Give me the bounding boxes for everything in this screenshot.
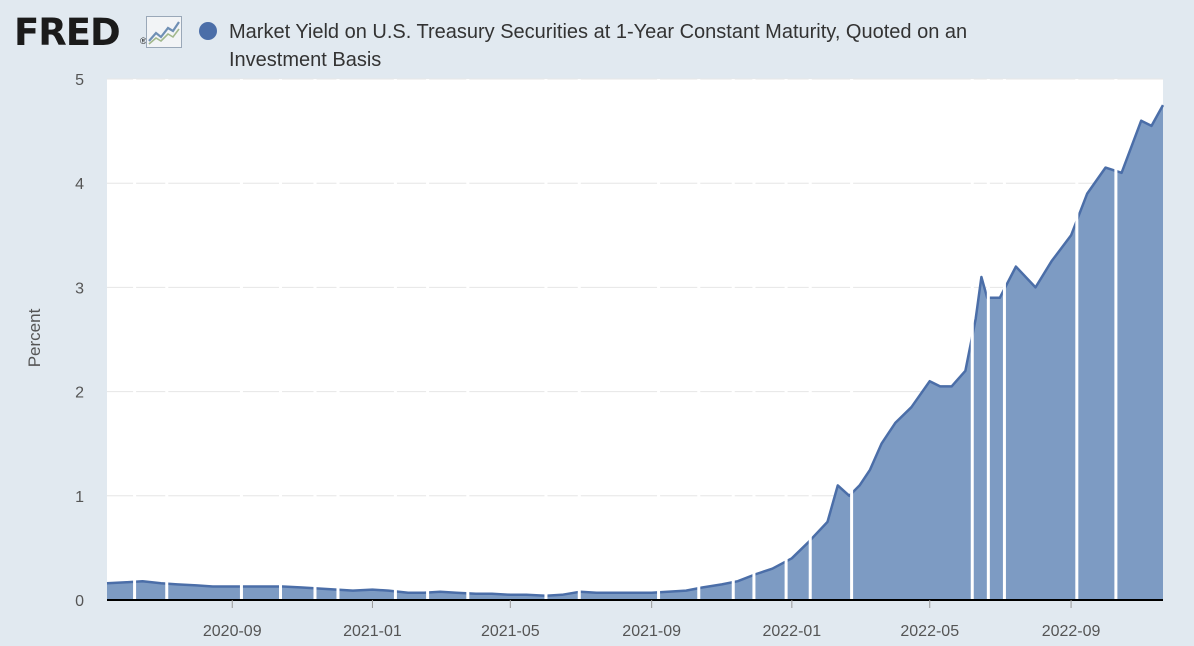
y-tick-label: 1 (75, 489, 84, 506)
data-gap (279, 79, 283, 600)
data-gap (466, 79, 470, 600)
data-gap (577, 79, 581, 600)
legend-series-title: Market Yield on U.S. Treasury Securities… (229, 21, 968, 71)
y-tick-label: 4 (75, 176, 84, 193)
y-axis-label: Percent (25, 308, 44, 367)
x-tick-label: 2022-05 (900, 623, 959, 640)
data-gap (239, 79, 243, 600)
data-gap (393, 79, 397, 600)
data-gap (657, 79, 661, 600)
y-tick-label: 5 (75, 72, 84, 89)
data-gap (1075, 79, 1079, 600)
legend-series-marker (199, 22, 217, 40)
fred-logo-text: FRED (14, 11, 121, 54)
x-tick-label: 2021-09 (622, 623, 681, 640)
x-tick-label: 2022-09 (1042, 623, 1101, 640)
data-gap (808, 79, 812, 600)
y-tick-label: 3 (75, 280, 84, 297)
y-axis-ticks: 0 1 2 3 4 5 (75, 72, 84, 610)
data-gap (784, 79, 788, 600)
y-tick-label: 0 (75, 593, 84, 610)
x-tick-label: 2020-09 (203, 623, 262, 640)
data-gap (426, 79, 430, 600)
data-gap (313, 79, 317, 600)
data-gap (697, 79, 701, 600)
x-tick-label: 2021-05 (481, 623, 540, 640)
x-tick-label: 2022-01 (762, 623, 821, 640)
data-gap (752, 79, 756, 600)
data-gap (336, 79, 340, 600)
data-gap (544, 79, 548, 600)
y-tick-label: 2 (75, 385, 84, 402)
data-gap (986, 79, 990, 600)
series-area-fill (107, 105, 1163, 600)
data-gap (165, 79, 169, 600)
data-gap (850, 79, 854, 600)
data-gap (731, 79, 735, 600)
data-gaps (133, 79, 1118, 600)
data-gap (970, 79, 974, 600)
data-gap (1114, 79, 1118, 600)
registered-mark: ® (140, 36, 147, 46)
fred-logo[interactable]: FRED ® (14, 12, 184, 54)
data-gap (1002, 79, 1006, 600)
x-tick-label: 2021-01 (343, 623, 402, 640)
data-gap (133, 79, 137, 600)
trend-chart-icon (146, 16, 182, 48)
x-axis-ticks: 2020-09 2021-01 2021-05 2021-09 2022-01 2022-… (203, 600, 1101, 640)
